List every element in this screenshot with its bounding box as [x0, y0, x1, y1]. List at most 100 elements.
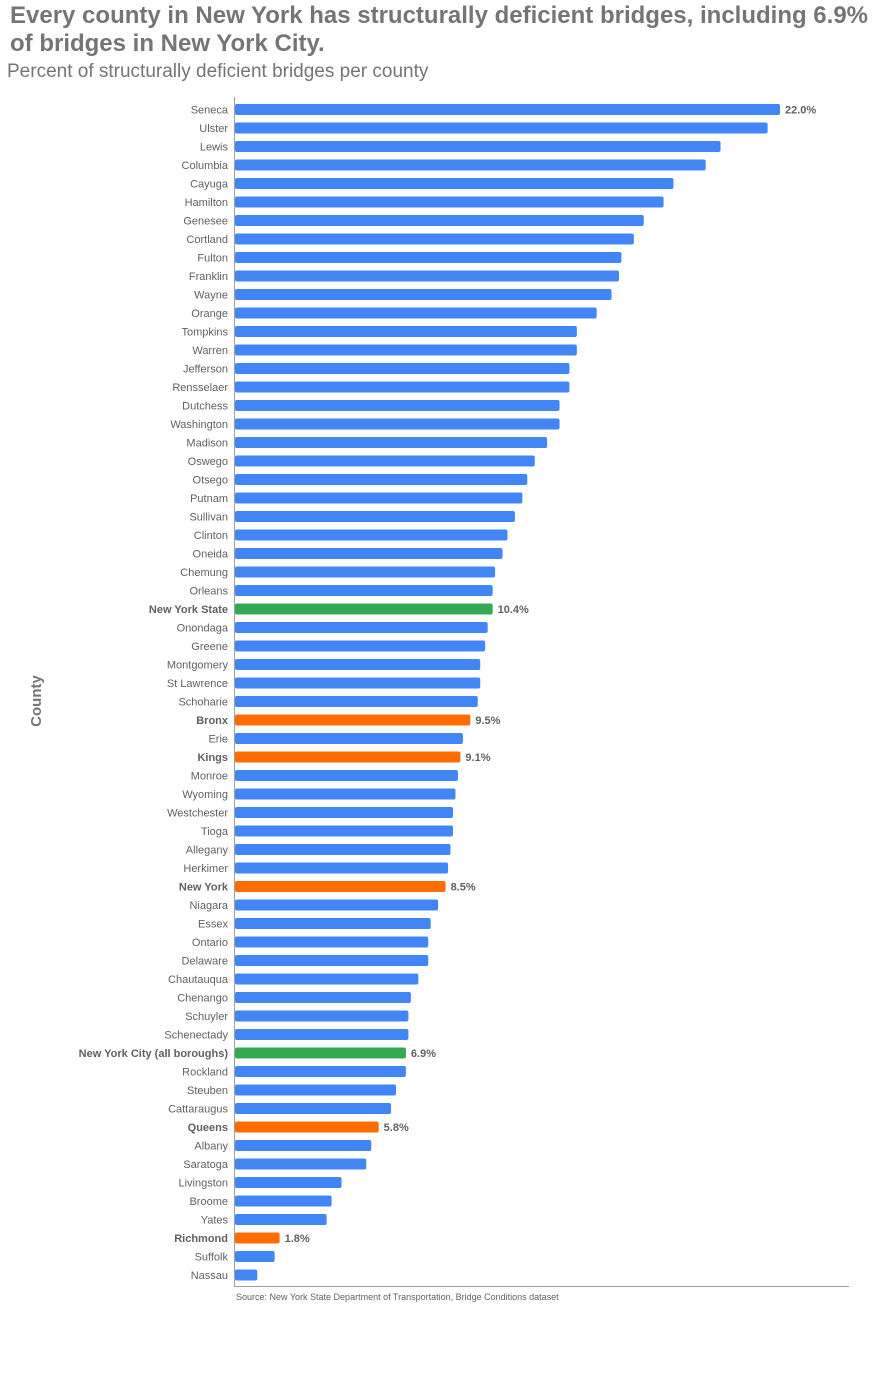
category-label: Chautauqua [168, 974, 229, 986]
category-label: Westchester [167, 808, 228, 820]
bar [235, 733, 463, 744]
category-label: Ontario [192, 937, 228, 949]
data-label: 8.5% [451, 882, 476, 894]
category-label: Bronx [196, 715, 229, 727]
chart-subtitle: Percent of structurally deficient bridge… [7, 61, 429, 82]
category-label: Saratoga [183, 1159, 229, 1171]
bar [235, 881, 446, 892]
bar [235, 1010, 409, 1022]
bar [235, 455, 535, 467]
bar [235, 1029, 409, 1040]
category-label: Schenectady [164, 1030, 228, 1042]
category-label: Broome [189, 1196, 228, 1208]
bar [235, 529, 508, 541]
bars-layer [235, 104, 780, 1281]
bar [235, 1047, 406, 1059]
bar [235, 437, 548, 448]
category-label: Niagara [189, 900, 228, 912]
bar [235, 1103, 392, 1114]
bar [235, 344, 577, 356]
bar [235, 640, 486, 652]
bar [235, 992, 411, 1003]
data-label: 22.0% [785, 105, 816, 117]
bar [235, 918, 431, 929]
category-label: Madison [186, 438, 228, 450]
bar [235, 141, 721, 152]
bar [235, 899, 439, 911]
category-label: Clinton [194, 530, 228, 542]
category-label: Richmond [174, 1233, 228, 1245]
category-label: Seneca [191, 105, 229, 117]
category-label: Herkimer [183, 863, 228, 875]
bar [235, 492, 523, 504]
bar [235, 585, 493, 596]
bar [235, 1121, 379, 1133]
category-label: Chemung [180, 567, 228, 579]
category-label: Warren [192, 345, 228, 357]
category-label: Steuben [187, 1085, 228, 1097]
bar [235, 696, 478, 707]
category-label: Queens [188, 1122, 228, 1134]
category-label: Albany [194, 1141, 228, 1153]
bar [235, 1140, 372, 1151]
bar [235, 548, 503, 559]
bar [235, 1084, 397, 1096]
category-label: Fulton [197, 253, 228, 265]
bar [235, 159, 706, 171]
category-label: Tompkins [182, 327, 229, 339]
category-label: Onondaga [177, 623, 229, 635]
category-label: New York City (all boroughs) [79, 1048, 229, 1060]
category-label: Wayne [194, 290, 228, 302]
bar [235, 1066, 406, 1077]
bar [235, 418, 560, 430]
category-label: Yates [201, 1215, 229, 1227]
bar [235, 178, 674, 189]
category-label: Orange [191, 308, 228, 320]
category-label: Chenango [177, 993, 228, 1005]
bar [235, 233, 634, 245]
bar [235, 622, 488, 633]
category-label: Cortland [186, 234, 228, 246]
category-label: Oneida [193, 549, 229, 561]
category-label: Livingston [178, 1178, 228, 1190]
category-label: Suffolk [195, 1252, 229, 1264]
category-label: Orleans [189, 586, 228, 598]
category-label: Allegany [186, 845, 229, 857]
bar [235, 603, 493, 615]
bar [235, 326, 577, 337]
category-label: Rensselaer [172, 382, 228, 394]
bar [235, 215, 644, 226]
category-label: Schoharie [178, 697, 228, 709]
bar [235, 770, 458, 781]
bar [235, 751, 461, 763]
bar [235, 788, 456, 800]
category-label: Cattaraugus [168, 1104, 228, 1116]
category-label: Tioga [201, 826, 229, 838]
data-label: 6.9% [411, 1048, 436, 1060]
category-label: Washington [170, 419, 228, 431]
category-label: Greene [191, 641, 228, 653]
category-label: Delaware [182, 956, 228, 968]
category-label: Columbia [182, 160, 229, 172]
category-label: Essex [198, 919, 228, 931]
category-label: Sullivan [189, 512, 228, 524]
category-label: Rockland [182, 1067, 228, 1079]
category-label: Putnam [190, 493, 228, 505]
category-label: Dutchess [182, 401, 228, 413]
bar [235, 122, 768, 134]
bar [235, 1158, 367, 1170]
data-label: 1.8% [285, 1233, 310, 1245]
bar [235, 252, 622, 263]
data-label: 9.5% [475, 715, 500, 727]
bar [235, 677, 481, 689]
category-label: Jefferson [183, 364, 228, 376]
bar [235, 807, 453, 818]
source-note: Source: New York State Department of Tra… [236, 1292, 559, 1302]
y-axis-label: County [28, 675, 45, 727]
bar [235, 936, 429, 948]
bar [235, 307, 597, 319]
bar [235, 474, 528, 485]
category-label: Montgomery [167, 660, 229, 672]
category-label: Genesee [183, 216, 228, 228]
